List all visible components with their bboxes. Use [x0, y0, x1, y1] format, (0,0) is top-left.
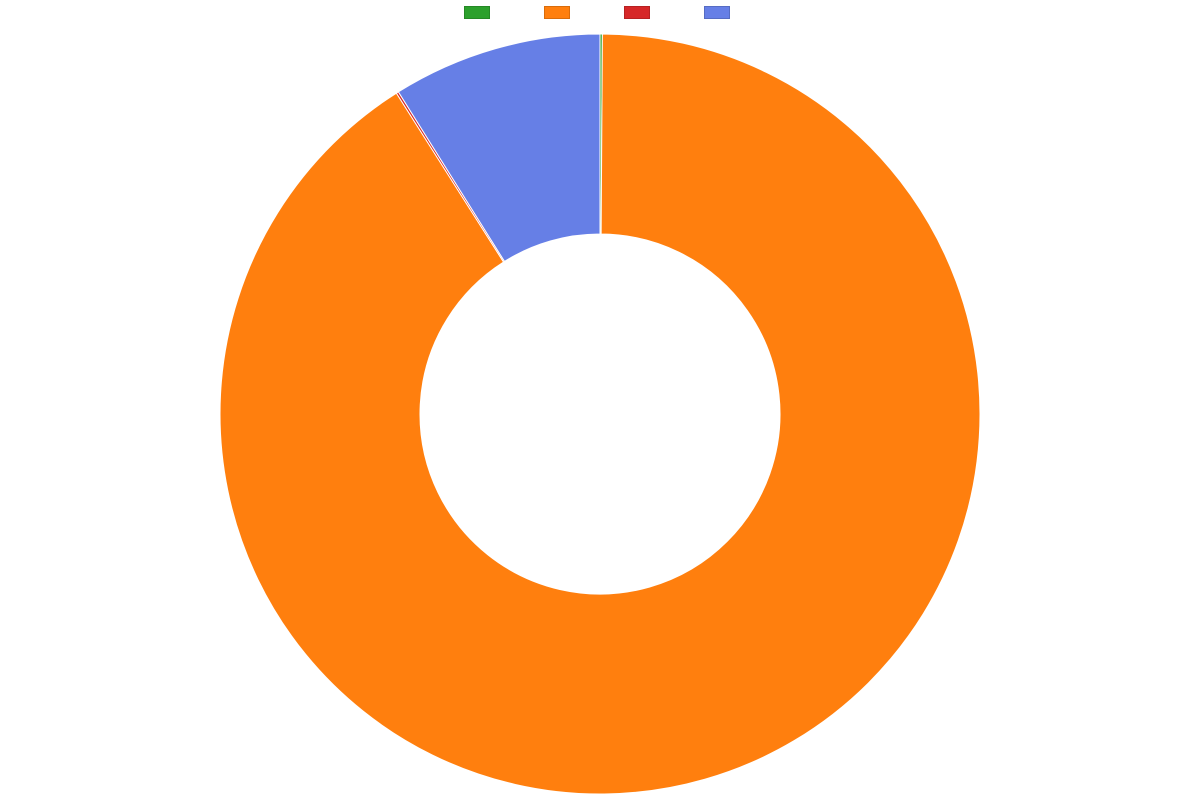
legend-item-2: [624, 6, 656, 19]
legend-swatch-2: [624, 6, 650, 19]
legend-item-0: [464, 6, 496, 19]
legend-swatch-3: [704, 6, 730, 19]
legend-swatch-0: [464, 6, 490, 19]
donut-chart-container: [0, 28, 1200, 800]
legend-swatch-1: [544, 6, 570, 19]
donut-chart: [0, 28, 1200, 800]
legend-item-1: [544, 6, 576, 19]
legend-item-3: [704, 6, 736, 19]
chart-legend: [464, 6, 736, 19]
